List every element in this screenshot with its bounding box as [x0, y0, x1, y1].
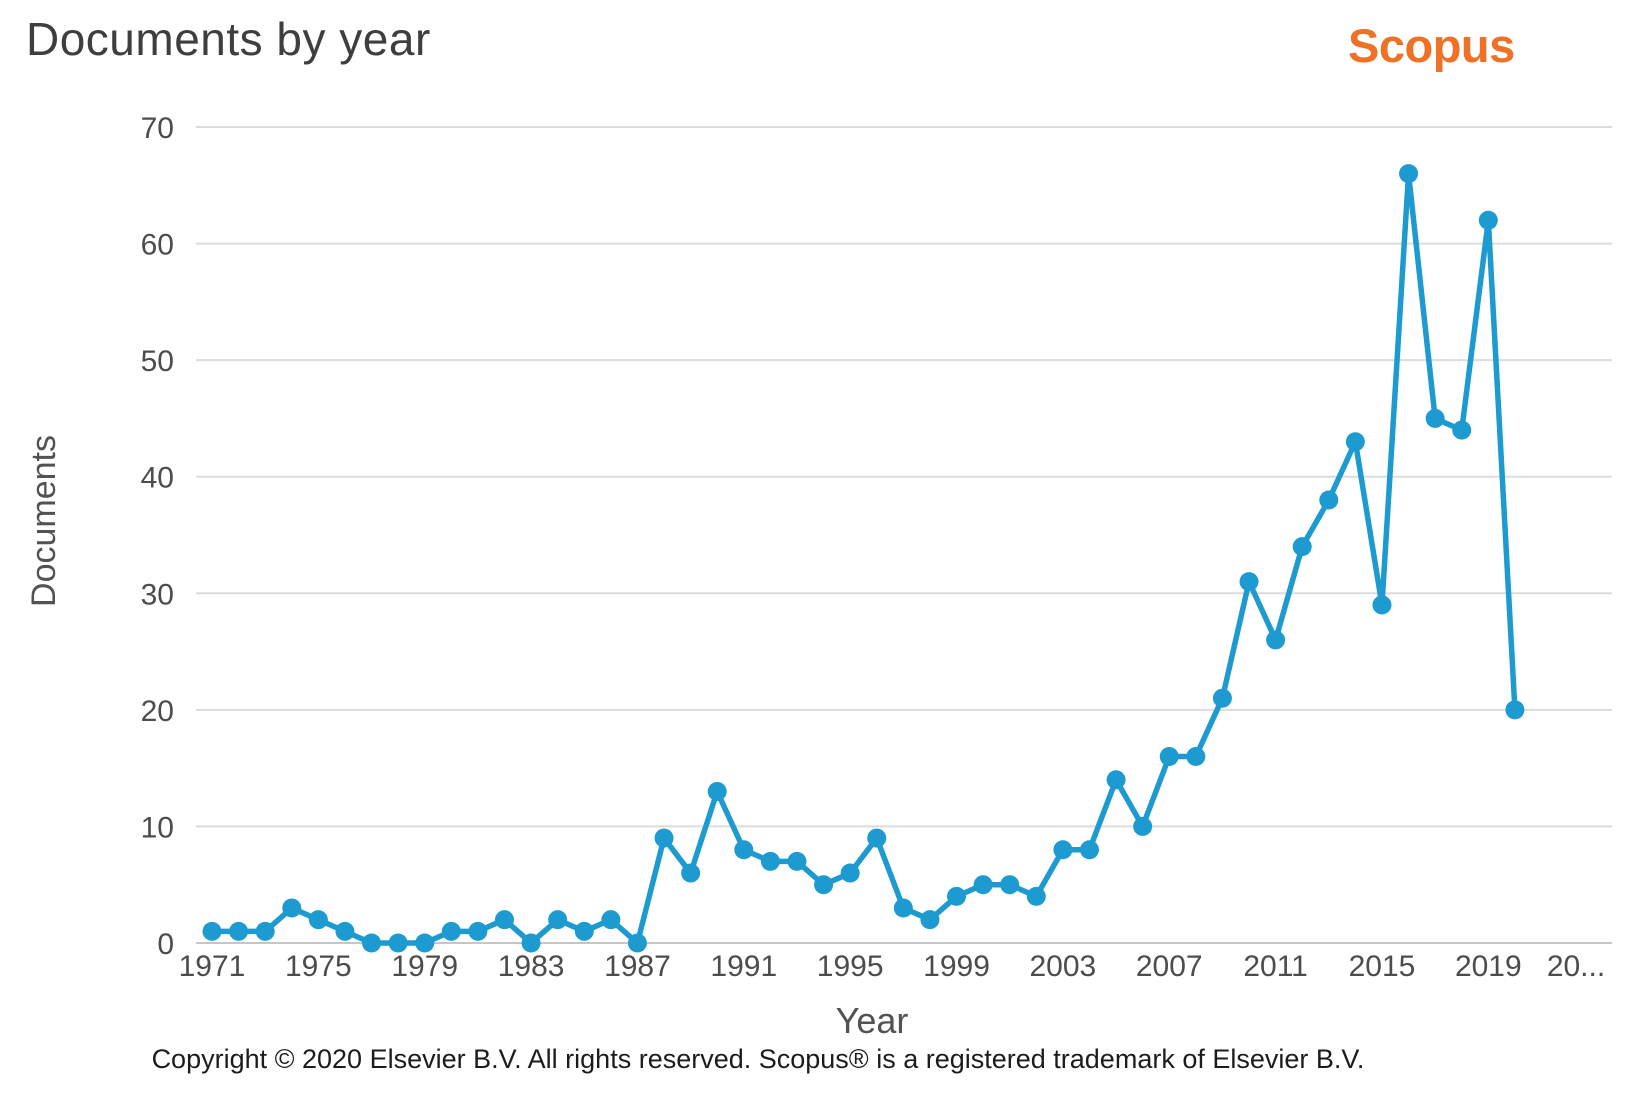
data-point-marker [1345, 432, 1365, 452]
data-point-marker [574, 921, 594, 941]
data-point-marker [840, 863, 860, 883]
data-point-marker [282, 898, 302, 918]
documents-series-line [209, 170, 1518, 946]
x-tick-label: 1971 [179, 950, 246, 983]
data-point-marker [1026, 886, 1046, 906]
data-point-marker [973, 875, 993, 895]
y-tick-label: 0 [157, 928, 174, 961]
data-point-marker [255, 921, 275, 941]
x-tick-label: 1975 [285, 950, 352, 983]
y-tick-label: 70 [141, 112, 174, 145]
x-tick-label: 1995 [817, 950, 884, 983]
data-point-marker [920, 910, 940, 930]
x-tick-label: 2007 [1136, 950, 1203, 983]
data-point-marker [362, 933, 382, 953]
x-axis-title: Year [835, 1000, 909, 1041]
x-tick-label: 1991 [710, 950, 777, 983]
scopus-logo: Scopus [1348, 19, 1515, 72]
data-point-marker [1478, 210, 1498, 230]
x-tick-label: 2015 [1349, 950, 1416, 983]
data-point-marker [388, 933, 408, 953]
x-tick-label: 20... [1547, 950, 1605, 983]
data-point-marker [1133, 816, 1153, 836]
data-point-marker [1292, 537, 1312, 557]
data-point-marker [468, 921, 488, 941]
data-point-marker [494, 910, 514, 930]
x-tick-label: 1987 [604, 950, 671, 983]
data-point-marker [1239, 572, 1259, 592]
data-points [202, 164, 1525, 953]
data-point-marker [1399, 164, 1419, 184]
data-point-marker [787, 851, 807, 871]
x-tick-labels: 1971 1975 1979 1983 1987 1991 1995 1999 2003 2007… [179, 950, 1606, 983]
data-point-marker [601, 910, 621, 930]
x-tick-label: 2011 [1243, 950, 1308, 983]
y-tick-label: 10 [141, 811, 174, 844]
data-point-marker [893, 898, 913, 918]
y-tick-label: 50 [141, 345, 174, 378]
y-tick-label: 20 [141, 695, 174, 728]
data-point-marker [1212, 688, 1232, 708]
data-point-marker [1372, 595, 1392, 615]
y-tick-label: 60 [141, 229, 174, 262]
data-point-marker [1053, 840, 1073, 860]
x-tick-label: 2003 [1030, 950, 1097, 983]
copyright-text: Copyright © 2020 Elsevier B.V. All right… [151, 1044, 1365, 1074]
data-point-marker [760, 851, 780, 871]
data-point-marker [202, 921, 222, 941]
y-tick-label: 30 [141, 578, 174, 611]
x-tick-label: 1979 [391, 950, 458, 983]
data-point-marker [521, 933, 541, 953]
data-point-marker [1505, 700, 1525, 720]
data-point-marker [814, 875, 834, 895]
data-point-marker [1425, 408, 1445, 428]
data-point-marker [1000, 875, 1020, 895]
data-point-marker [548, 910, 568, 930]
data-point-marker [335, 921, 355, 941]
data-point-marker [681, 863, 701, 883]
page-title: Documents by year [26, 13, 431, 65]
data-point-marker [1452, 420, 1472, 440]
data-point-marker [308, 910, 328, 930]
data-point-marker [1319, 490, 1339, 510]
data-point-marker [441, 921, 461, 941]
x-tick-label: 1983 [498, 950, 565, 983]
data-point-marker [654, 828, 674, 848]
data-point-marker [1106, 770, 1126, 790]
x-tick-label: 1999 [923, 950, 990, 983]
y-tick-label: 40 [141, 462, 174, 495]
data-point-marker [415, 933, 435, 953]
y-tick-labels: 0 10 20 30 40 50 60 70 [141, 112, 174, 961]
data-point-marker [867, 828, 887, 848]
data-point-marker [1159, 746, 1179, 766]
gridlines [196, 126, 1612, 944]
trend-line [209, 170, 1518, 946]
data-point-marker [627, 933, 647, 953]
data-point-marker [1266, 630, 1286, 650]
y-axis-title: Documents [25, 435, 63, 607]
data-point-marker [707, 781, 727, 801]
data-point-marker [947, 886, 967, 906]
x-tick-label: 2019 [1455, 950, 1522, 983]
data-point-marker [1079, 840, 1099, 860]
data-point-marker [229, 921, 249, 941]
data-point-marker [734, 840, 754, 860]
data-point-marker [1186, 746, 1206, 766]
